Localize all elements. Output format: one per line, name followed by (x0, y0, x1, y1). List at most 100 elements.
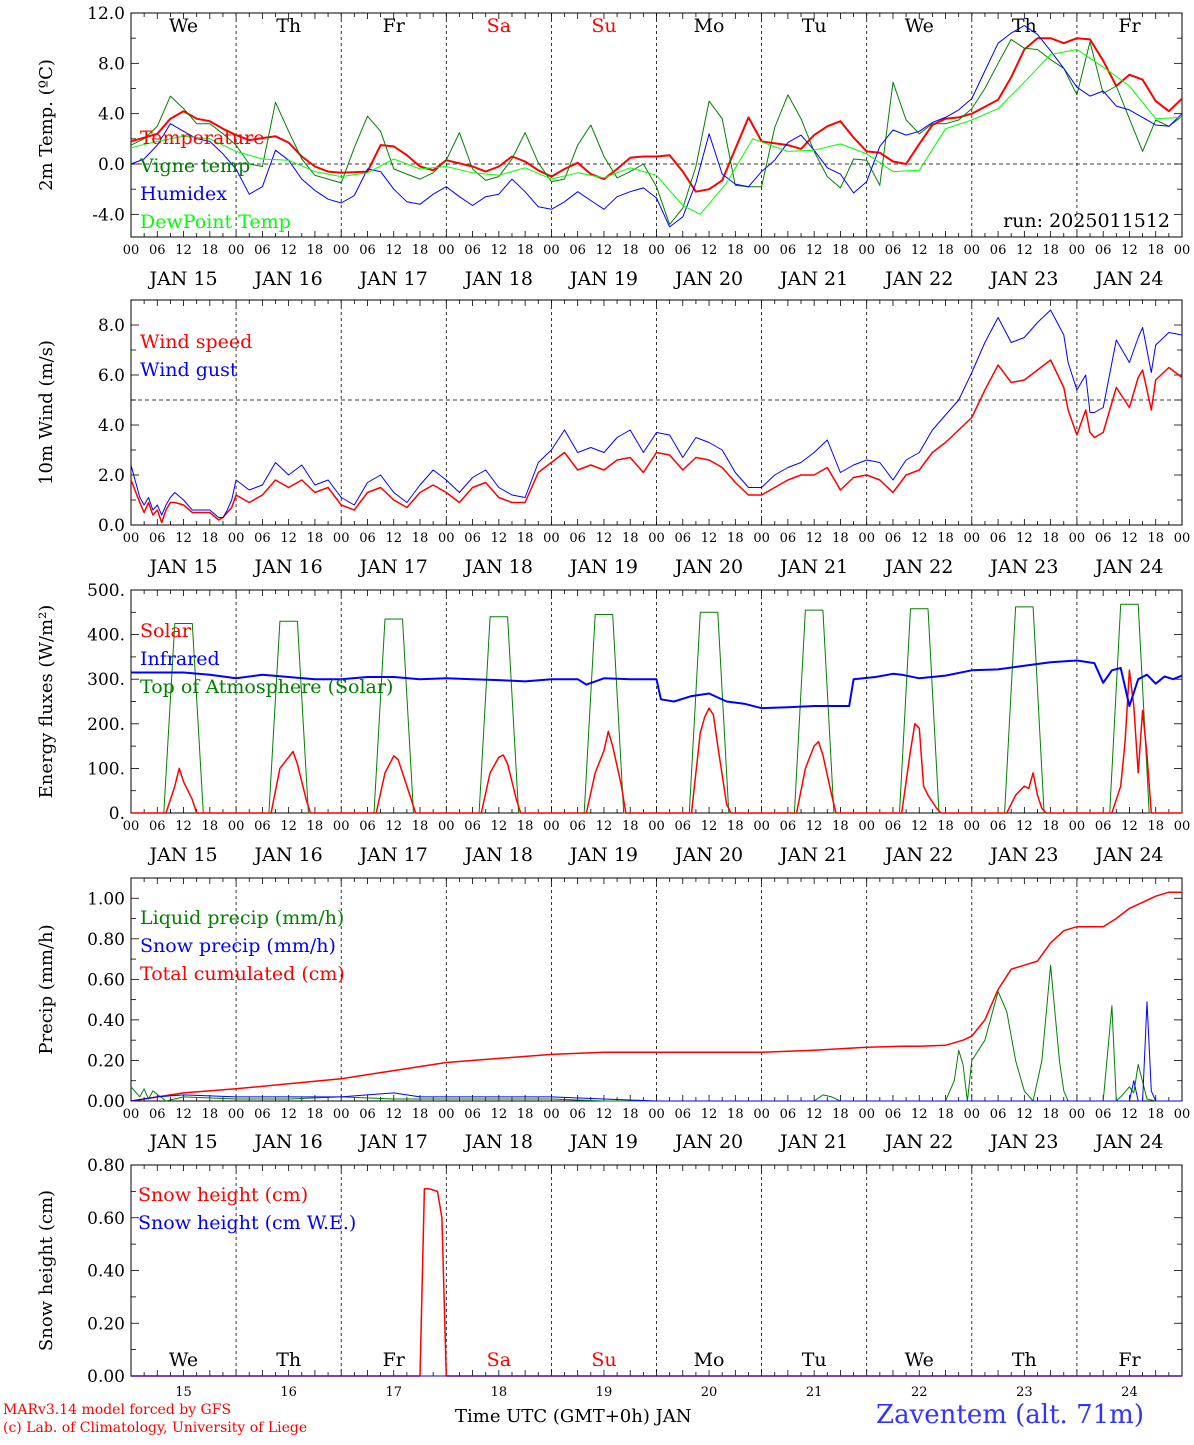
date-label: JAN 19 (568, 844, 638, 866)
hour-tick-label: 12 (491, 819, 508, 834)
hour-tick-label: 06 (254, 243, 271, 258)
hour-tick-label: 06 (675, 531, 692, 546)
day-number-label: 22 (911, 1385, 928, 1400)
series-line-temperature (130, 37, 1183, 193)
hour-tick-label: 12 (385, 531, 402, 546)
date-label: JAN 20 (673, 844, 743, 866)
hour-tick-label: 18 (202, 243, 219, 258)
y-tick-label: 400. (87, 626, 125, 646)
legend-entry: Snow precip (mm/h) (140, 935, 336, 957)
hour-tick-label: 18 (937, 819, 954, 834)
hour-tick-label: 12 (701, 1107, 718, 1122)
hour-tick-label: 18 (1042, 531, 1059, 546)
hour-tick-label: 06 (780, 243, 797, 258)
weekday-label: Th (1012, 1349, 1037, 1371)
weekday-label: Tu (802, 15, 827, 37)
hour-tick-label: 00 (753, 531, 770, 546)
hour-tick-label: 00 (964, 531, 981, 546)
legend-entry: Humidex (140, 183, 227, 205)
legend-entry: Snow height (cm) (138, 1184, 308, 1206)
date-label: JAN 16 (253, 844, 323, 866)
hour-tick-label: 06 (464, 531, 481, 546)
y-tick-label: 0.20 (87, 1051, 125, 1071)
hour-tick-label: 12 (596, 819, 613, 834)
hour-tick-label: 06 (569, 1107, 586, 1122)
hour-tick-label: 18 (937, 1107, 954, 1122)
hour-tick-label: 00 (123, 819, 140, 834)
hour-tick-label: 18 (622, 1107, 639, 1122)
y-tick-label: 12.0 (87, 4, 125, 24)
hour-tick-label: 00 (438, 243, 455, 258)
hour-tick-label: 00 (123, 531, 140, 546)
hour-tick-label: 12 (175, 1107, 192, 1122)
hour-tick-label: 18 (727, 819, 744, 834)
y-tick-label: 0.00 (87, 1092, 125, 1112)
hour-tick-label: 06 (569, 531, 586, 546)
series-line-snow-precip-mm-h (130, 1001, 1182, 1102)
chart-panel-energy: 0. 100. 200. 300. 400. 500. Energy fluxes (W/m… (36, 581, 1190, 866)
hour-tick-label: 06 (1095, 243, 1112, 258)
hour-tick-label: 12 (911, 531, 928, 546)
hour-tick-label: 00 (333, 819, 350, 834)
hour-tick-label: 18 (1147, 1107, 1164, 1122)
date-label: JAN 20 (673, 556, 743, 578)
hour-tick-label: 06 (990, 819, 1007, 834)
footer-credit: (c) Lab. of Climatology, University of L… (3, 1420, 308, 1436)
hour-tick-label: 00 (438, 819, 455, 834)
hour-tick-label: 12 (175, 531, 192, 546)
y-tick-label: 300. (87, 670, 125, 690)
chart-panel-snow: 0.00 0.20 0.40 0.60 0.80 Snow height (cm) 15 16… (36, 1156, 1183, 1400)
hour-tick-label: 00 (964, 1107, 981, 1122)
y-tick-label: -4.0 (92, 205, 125, 225)
hour-tick-label: 12 (596, 243, 613, 258)
weekday-label: We (169, 15, 198, 37)
date-label: JAN 21 (778, 268, 848, 290)
hour-tick-label: 00 (753, 1107, 770, 1122)
hour-tick-label: 12 (1121, 819, 1138, 834)
hour-tick-label: 06 (254, 531, 271, 546)
hour-tick-label: 18 (1042, 1107, 1059, 1122)
hour-tick-label: 00 (648, 243, 665, 258)
hour-tick-label: 00 (648, 1107, 665, 1122)
y-tick-label: 4.0 (98, 416, 125, 436)
hour-tick-label: 00 (1069, 1107, 1086, 1122)
weekday-label: We (905, 1349, 934, 1371)
legend-entry: Top of Atmosphere (Solar) (140, 676, 393, 698)
hour-tick-label: 18 (517, 819, 534, 834)
weekday-label: Sa (487, 15, 511, 37)
hour-tick-label: 00 (228, 1107, 245, 1122)
hour-tick-label: 12 (1121, 1107, 1138, 1122)
y-tick-label: 0. (109, 804, 125, 824)
hour-tick-label: 18 (832, 819, 849, 834)
day-number-label: 15 (175, 1385, 192, 1400)
hour-tick-label: 06 (464, 1107, 481, 1122)
date-label: JAN 21 (778, 556, 848, 578)
date-label: JAN 22 (883, 1131, 953, 1153)
chart-panel-precip: 0.00 0.20 0.40 0.60 0.80 1.00 Precip (mm/h) 00 0… (36, 877, 1190, 1153)
hour-tick-label: 18 (937, 531, 954, 546)
date-label: JAN 15 (147, 556, 217, 578)
run-annotation: run: 2025011512 (1003, 210, 1170, 232)
series-line-infrared (131, 659, 1183, 710)
hour-tick-label: 18 (517, 531, 534, 546)
hour-tick-label: 12 (596, 1107, 613, 1122)
hour-tick-label: 12 (596, 531, 613, 546)
legend-entry: Vigne temp (139, 155, 250, 177)
hour-tick-label: 06 (675, 1107, 692, 1122)
weekday-label: Mo (694, 15, 725, 37)
hour-tick-label: 00 (753, 819, 770, 834)
hour-tick-label: 18 (937, 243, 954, 258)
hour-tick-label: 06 (254, 819, 271, 834)
date-label: JAN 16 (253, 268, 323, 290)
hour-tick-label: 12 (911, 1107, 928, 1122)
hour-tick-label: 12 (806, 819, 823, 834)
series-line-snow-height-cm (131, 1187, 1182, 1377)
hour-tick-label: 18 (727, 1107, 744, 1122)
hour-tick-label: 18 (412, 819, 429, 834)
day-number-label: 24 (1121, 1385, 1138, 1400)
hour-tick-label: 12 (1121, 243, 1138, 258)
hour-tick-label: 18 (412, 1107, 429, 1122)
hour-tick-label: 18 (307, 1107, 324, 1122)
hour-tick-label: 00 (648, 819, 665, 834)
